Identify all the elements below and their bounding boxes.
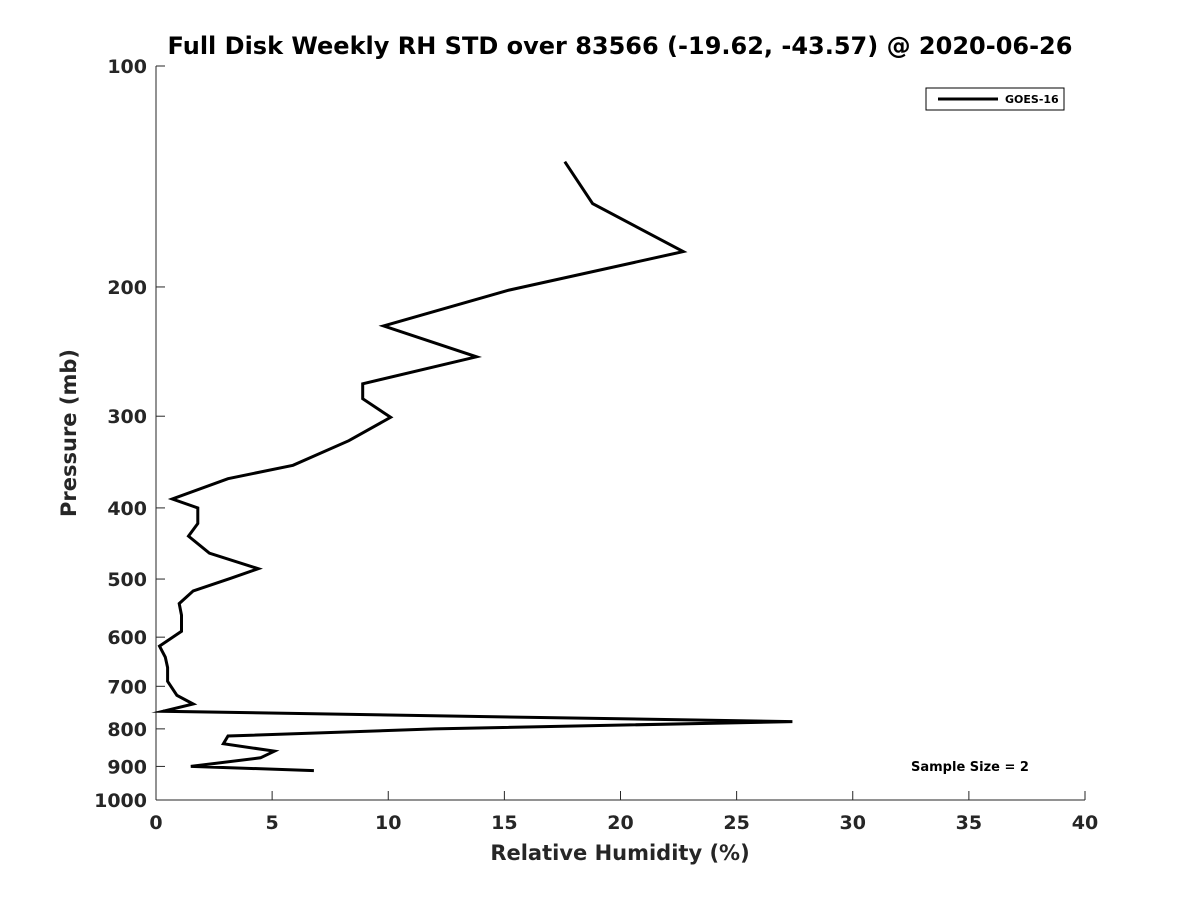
- y-tick-label: 200: [107, 277, 147, 299]
- x-tick-label: 10: [375, 812, 401, 834]
- x-tick-label: 30: [840, 812, 866, 834]
- chart-title: Full Disk Weekly RH STD over 83566 (-19.…: [168, 32, 1073, 60]
- y-tick-label: 900: [107, 756, 147, 778]
- sample-size-annotation: Sample Size = 2: [911, 760, 1029, 775]
- x-tick-label: 15: [491, 812, 517, 834]
- x-tick-label: 35: [956, 812, 982, 834]
- y-tick-label: 600: [107, 627, 147, 649]
- y-tick-label: 1000: [94, 790, 147, 812]
- legend: GOES-16: [925, 87, 1065, 111]
- x-axis-label: Relative Humidity (%): [490, 841, 749, 865]
- x-tick-label: 25: [723, 812, 749, 834]
- y-tick-label: 500: [107, 569, 147, 591]
- y-tick-label: 800: [107, 719, 147, 741]
- series-layer: [151, 160, 793, 773]
- y-tick-label: 100: [107, 56, 147, 78]
- x-tick-label: 0: [149, 812, 162, 834]
- y-tick-label: 700: [107, 676, 147, 698]
- x-tick-label: 20: [607, 812, 633, 834]
- series-line-goes-16: [151, 160, 793, 773]
- y-tick-label: 300: [107, 406, 147, 428]
- y-axis-label: Pressure (mb): [57, 349, 81, 517]
- y-tick-label: 400: [107, 498, 147, 520]
- x-tick-label: 5: [266, 812, 279, 834]
- x-tick-label: 40: [1072, 812, 1098, 834]
- legend-label-goes16: GOES-16: [1005, 93, 1059, 106]
- axis-ticks: 0 5 10 15 20 25 30 35 40 100 200 300 400 500 600 700 800…: [94, 56, 1098, 834]
